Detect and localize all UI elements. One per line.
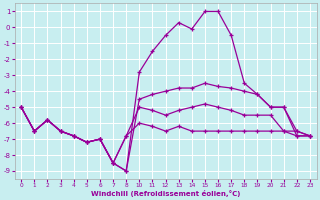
X-axis label: Windchill (Refroidissement éolien,°C): Windchill (Refroidissement éolien,°C): [91, 190, 240, 197]
